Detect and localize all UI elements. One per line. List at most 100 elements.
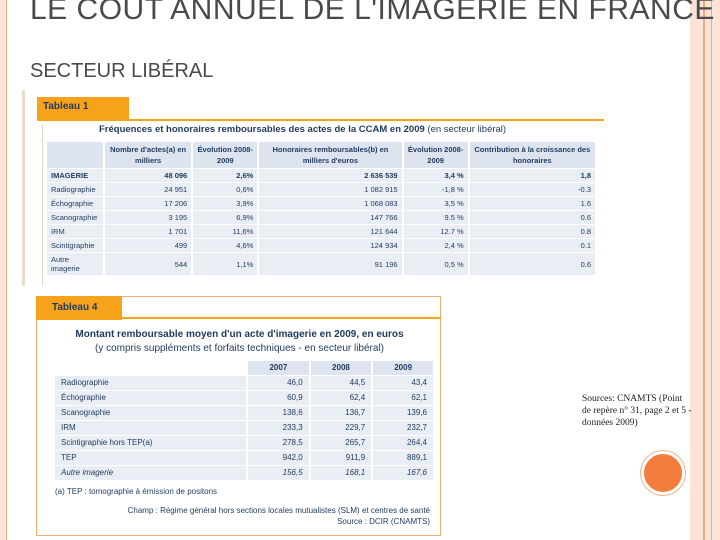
tableau1-row: Scanographie 3 195 6,9% 147 766 9.5 % 0.6 (47, 210, 595, 225)
slide-title: LE COÛT ANNUEL DE L'IMAGERIE EN FRANCE (30, 0, 715, 26)
tableau1-header-cell: Nombre d'actes(a) en milliers (102, 142, 193, 169)
tableau4-cell: 167,6 (371, 464, 433, 480)
tableau-4-scope: Champ : Régime général hors sections loc… (128, 505, 430, 527)
tableau1-row: Radiographie 24 951 0,6% 1 082 915 -1,8 % -0.… (47, 182, 595, 197)
tableau4-cell: 229,7 (308, 419, 373, 435)
right-border-decoration (690, 0, 720, 540)
tableau4-cell: TEP (55, 449, 248, 465)
tableau-4-header-row: 2007 2008 2009 (55, 361, 433, 375)
tableau1-cell: 124 934 (257, 238, 403, 253)
tableau4-cell: 62,1 (371, 389, 433, 405)
left-border-decoration (0, 0, 6, 540)
tableau1-cell: 0,6% (191, 182, 259, 197)
tableau1-cell: 1 701 (102, 224, 193, 239)
tableau4-cell: 60,9 (246, 389, 310, 405)
tableau1-header-cell (47, 142, 104, 169)
tableau1-cell: IMAGERIE (47, 168, 104, 183)
tableau4-cell: 62,4 (308, 389, 373, 405)
tableau4-cell: Échographie (55, 389, 248, 405)
tableau1-row: IRM 1 701 11,6% 121 644 12.7 % 0.8 (47, 224, 595, 239)
tableau1-cell: 147 766 (257, 210, 403, 225)
tableau1-cell: 1 068 083 (257, 196, 403, 211)
tableau-1-tab: Tableau 1 (37, 97, 129, 119)
tableau-1-caption: Fréquences et honoraires remboursables d… (99, 124, 506, 135)
tableau-1-rule (37, 119, 604, 121)
tableau4-cell: 138,6 (246, 404, 310, 420)
tableau-4-footnote: (a) TEP : tomographie à émission de posi… (55, 487, 218, 496)
tableau4-cell: 139,6 (371, 404, 433, 420)
tableau-4-table: 2007 2008 2009 Radiographie 46,0 44,5 43,4 Éch… (55, 361, 433, 480)
tableau-1-frame (42, 124, 602, 286)
tableau4-cell: 265,7 (308, 434, 373, 450)
tableau4-row: IRM 233,3 229,7 232,7 (55, 419, 433, 435)
right-border-line-thin (711, 0, 712, 540)
tableau-1-table: Nombre d'actes(a) en milliers Évolution 2… (47, 142, 595, 275)
tableau1-cell: -0.3 (467, 182, 595, 197)
tableau4-cell: 233,3 (246, 419, 310, 435)
tableau4-header-cell: 2007 (246, 361, 310, 375)
tableau1-cell: 0.8 (467, 224, 595, 239)
tableau1-cell: 1.6 (467, 196, 595, 211)
tableau-4-tab: Tableau 4 (36, 296, 122, 320)
tableau4-cell: 264,4 (371, 434, 433, 450)
tableau4-header-cell: 2008 (308, 361, 373, 375)
tableau1-cell: 0.6 (467, 252, 595, 275)
tableau4-cell: 44,5 (308, 374, 373, 390)
tableau-1-body: IMAGERIE 48 096 2,6% 2 636 539 3,4 % 1,8 Radio… (47, 168, 595, 275)
tableau4-row: Scintigraphie hors TEP(a) 278,5 265,7 264,4 (55, 434, 433, 450)
tableau-4-champ: Champ : Régime général hors sections loc… (127, 506, 430, 515)
tableau1-cell: 544 (102, 252, 193, 275)
tableau1-row: Autre imagerie 544 1,1% 91 196 0,5 % 0.6 (47, 252, 595, 275)
tableau4-row: TEP 942,0 911,9 889,1 (55, 449, 433, 465)
tableau-1-caption-bold: Fréquences et honoraires remboursables d… (99, 124, 425, 135)
tableau-4-caption-line1: Montant remboursable moyen d'un acte d'i… (75, 329, 404, 340)
tableau1-cell: 1,1% (191, 252, 259, 275)
tableau-1-image: Tableau 1 Fréquences et honoraires rembo… (22, 90, 604, 286)
tableau-4-body: Radiographie 46,0 44,5 43,4 Échographie 60,9 6… (55, 374, 433, 480)
tableau1-cell: 499 (102, 238, 193, 253)
slide-subtitle: SECTEUR LIBÉRAL (30, 60, 214, 82)
tableau1-header-cell: Honoraires remboursables(b) en milliers … (257, 142, 403, 169)
tableau-4-rule (121, 317, 441, 319)
tableau1-cell: 12.7 % (401, 224, 469, 239)
tableau4-cell: 278,5 (246, 434, 310, 450)
tableau1-cell: 1,8 (467, 168, 595, 183)
tableau1-cell: 9.5 % (401, 210, 469, 225)
tableau4-cell: Scanographie (55, 404, 248, 420)
tableau1-header-cell: Contribution à la croissance des honorai… (467, 142, 595, 169)
tableau1-cell: 1 082 915 (257, 182, 403, 197)
tableau1-cell: Radiographie (47, 182, 104, 197)
tableau4-cell: 911,9 (308, 449, 373, 465)
tableau4-cell: 136,7 (308, 404, 373, 420)
tableau1-cell: 0,5 % (401, 252, 469, 275)
tableau1-cell: 121 644 (257, 224, 403, 239)
left-border-line (6, 0, 7, 540)
tableau1-cell: 3 195 (102, 210, 193, 225)
tableau1-cell: 3,5 % (401, 196, 469, 211)
tableau1-cell: 0.6 (467, 210, 595, 225)
tableau1-cell: Échographie (47, 196, 104, 211)
tableau1-cell: Scanographie (47, 210, 104, 225)
sources-note: Sources: CNAMTS (Point de repère n° 31, … (582, 394, 692, 428)
tableau4-cell: Radiographie (55, 374, 248, 390)
tableau4-row: Autre imagerie 156,5 168,1 167,6 (55, 464, 433, 480)
decorative-circle (641, 451, 685, 495)
tableau1-cell: 2 636 539 (257, 168, 403, 183)
tableau1-cell: 91 196 (257, 252, 403, 275)
tableau1-cell: 2,6% (191, 168, 259, 183)
tableau4-cell: 889,1 (371, 449, 433, 465)
tableau1-cell: 2,4 % (401, 238, 469, 253)
tableau4-cell: IRM (55, 419, 248, 435)
tableau-4-caption: Montant remboursable moyen d'un acte d'i… (37, 328, 442, 356)
tableau1-cell: 17 206 (102, 196, 193, 211)
tableau1-cell: 11,6% (191, 224, 259, 239)
tableau1-cell: IRM (47, 224, 104, 239)
tableau4-cell: Scintigraphie hors TEP(a) (55, 434, 248, 450)
tableau1-cell: 48 096 (102, 168, 193, 183)
tableau-1-caption-normal: (en secteur libéral) (424, 124, 507, 135)
tableau4-row: Scanographie 138,6 136,7 139,6 (55, 404, 433, 420)
tableau4-cell: 156,5 (246, 464, 310, 480)
tableau4-cell: 942,0 (246, 449, 310, 465)
tableau1-cell: Scintigraphie (47, 238, 104, 253)
tableau-4-source: Source : DCIR (CNAMTS) (337, 517, 430, 526)
